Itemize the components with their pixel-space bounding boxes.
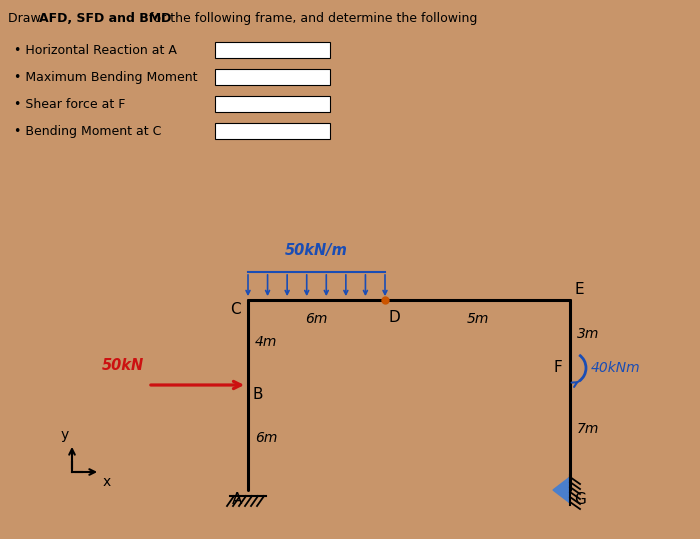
Text: A: A xyxy=(232,492,242,507)
Text: 50kN: 50kN xyxy=(102,358,144,373)
Text: D: D xyxy=(389,310,400,325)
Text: 6m: 6m xyxy=(305,312,328,326)
Text: 7m: 7m xyxy=(577,422,599,436)
Text: y: y xyxy=(61,428,69,442)
Text: 50kN/m: 50kN/m xyxy=(285,243,348,258)
Text: 40kNm: 40kNm xyxy=(591,361,640,375)
Text: AFD, SFD and BMD: AFD, SFD and BMD xyxy=(39,12,172,25)
Bar xyxy=(215,96,330,112)
Text: • Shear force at F: • Shear force at F xyxy=(14,98,125,110)
Text: E: E xyxy=(575,282,584,297)
Text: for the following frame, and determine the following: for the following frame, and determine t… xyxy=(145,12,477,25)
Text: B: B xyxy=(253,387,263,402)
Polygon shape xyxy=(553,477,570,503)
Text: G: G xyxy=(574,492,586,507)
Text: Draw: Draw xyxy=(8,12,45,25)
Text: 6m: 6m xyxy=(255,431,277,445)
Text: • Bending Moment at C: • Bending Moment at C xyxy=(14,125,162,137)
Text: 5m: 5m xyxy=(466,312,489,326)
Bar xyxy=(215,42,330,58)
Text: x: x xyxy=(103,475,111,489)
Bar xyxy=(215,69,330,85)
Text: C: C xyxy=(230,302,241,317)
Bar xyxy=(215,123,330,139)
Text: F: F xyxy=(553,361,562,376)
Text: 4m: 4m xyxy=(255,335,277,349)
Text: 3m: 3m xyxy=(577,327,599,341)
Text: • Horizontal Reaction at A: • Horizontal Reaction at A xyxy=(14,44,177,57)
Text: • Maximum Bending Moment: • Maximum Bending Moment xyxy=(14,71,197,84)
